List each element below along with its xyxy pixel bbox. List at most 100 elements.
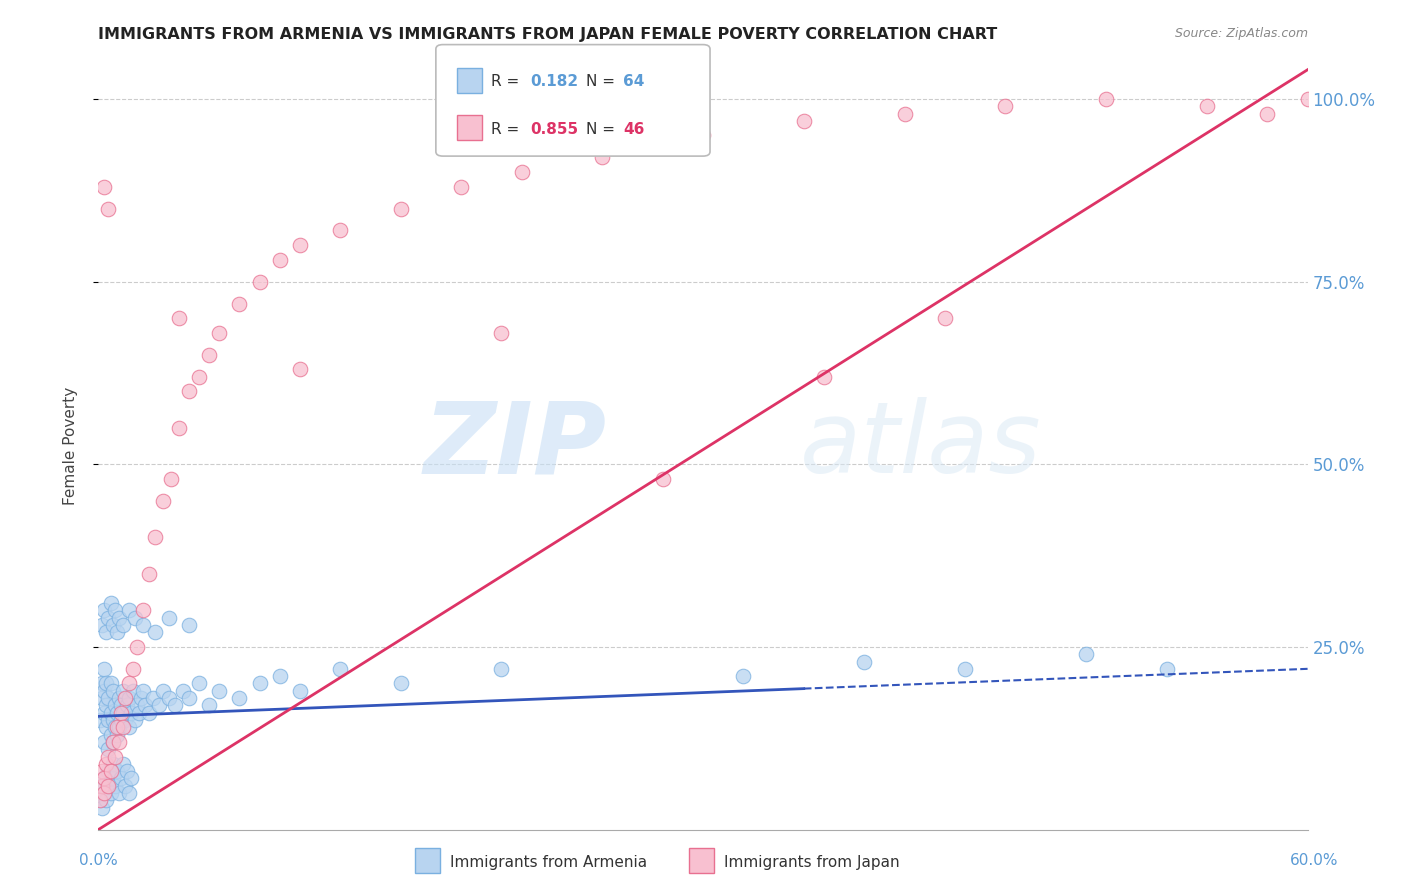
Point (208, 683, 231, 698)
Point (103, 603, 125, 617)
Point (101, 683, 124, 698)
Point (105, 764, 128, 778)
Point (97, 202, 120, 216)
Point (329, 223, 352, 237)
Point (93, 772, 115, 786)
Point (103, 720, 125, 734)
Point (172, 683, 194, 698)
Point (110, 698, 132, 713)
Text: atlas: atlas (800, 398, 1042, 494)
Text: 0.182: 0.182 (530, 74, 578, 89)
Point (167, 311, 190, 326)
Point (101, 772, 124, 786)
Point (105, 625, 128, 640)
Point (733, 669, 755, 683)
Point (121, 662, 143, 676)
Point (100, 764, 122, 778)
Point (93, 179, 115, 194)
Point (100, 706, 122, 720)
Point (97, 713, 120, 727)
Text: 64: 64 (623, 74, 644, 89)
Point (105, 720, 128, 734)
Point (198, 348, 221, 362)
Point (120, 772, 142, 786)
Point (1074, 647, 1097, 661)
Point (510, 165, 533, 179)
Point (491, 326, 513, 340)
Point (893, 106, 915, 120)
Point (491, 662, 513, 676)
Point (163, 698, 186, 713)
Point (148, 698, 170, 713)
Point (128, 706, 150, 720)
Point (100, 786, 122, 800)
Point (198, 698, 221, 713)
Point (110, 772, 132, 786)
Point (96, 676, 118, 690)
Point (107, 735, 129, 749)
Point (101, 756, 124, 771)
Point (97, 764, 120, 778)
Point (1296, 92, 1319, 106)
Point (93, 786, 115, 800)
Y-axis label: Female Poverty: Female Poverty (63, 387, 77, 505)
Text: ZIP: ZIP (423, 398, 606, 494)
Point (93, 683, 115, 698)
Point (101, 713, 124, 727)
Point (269, 252, 291, 267)
Text: N =: N = (586, 74, 616, 89)
Point (994, 99, 1017, 113)
Point (111, 706, 134, 720)
Point (125, 698, 148, 713)
Point (101, 735, 124, 749)
Point (157, 610, 180, 624)
Point (103, 749, 125, 764)
Point (129, 691, 152, 706)
Point (132, 683, 155, 698)
Point (97, 779, 120, 793)
Point (228, 691, 250, 706)
Point (89, 793, 111, 807)
Point (134, 698, 156, 713)
Point (93, 772, 115, 786)
Point (142, 691, 165, 706)
Point (114, 779, 136, 793)
Point (208, 326, 231, 340)
Text: N =: N = (586, 121, 616, 136)
Point (103, 779, 125, 793)
Point (179, 618, 201, 632)
Point (89, 793, 111, 807)
Point (143, 625, 166, 640)
Point (934, 311, 956, 326)
Point (91, 800, 114, 814)
Point (91, 691, 114, 706)
Point (118, 691, 141, 706)
Point (93, 786, 115, 800)
Point (111, 720, 134, 734)
Point (97, 691, 120, 706)
Point (152, 493, 174, 508)
Point (813, 369, 835, 384)
Text: IMMIGRANTS FROM ARMENIA VS IMMIGRANTS FROM JAPAN FEMALE POVERTY CORRELATION CHAR: IMMIGRANTS FROM ARMENIA VS IMMIGRANTS FR… (98, 27, 998, 42)
Point (91, 764, 114, 778)
Point (93, 603, 115, 617)
Text: 0.855: 0.855 (530, 121, 578, 136)
Text: R =: R = (491, 121, 519, 136)
Point (121, 683, 143, 698)
Point (96, 756, 118, 771)
Point (124, 713, 146, 727)
Point (228, 296, 250, 310)
Point (97, 749, 120, 764)
Point (89, 713, 111, 727)
Point (692, 128, 714, 143)
Point (179, 384, 201, 399)
Point (188, 369, 211, 384)
Point (1095, 92, 1118, 106)
Text: Source: ZipAtlas.com: Source: ZipAtlas.com (1174, 27, 1308, 40)
Point (93, 706, 115, 720)
Point (179, 691, 201, 706)
Point (115, 698, 138, 713)
Point (953, 662, 976, 676)
Text: Immigrants from Armenia: Immigrants from Armenia (450, 855, 647, 870)
Point (100, 676, 122, 690)
